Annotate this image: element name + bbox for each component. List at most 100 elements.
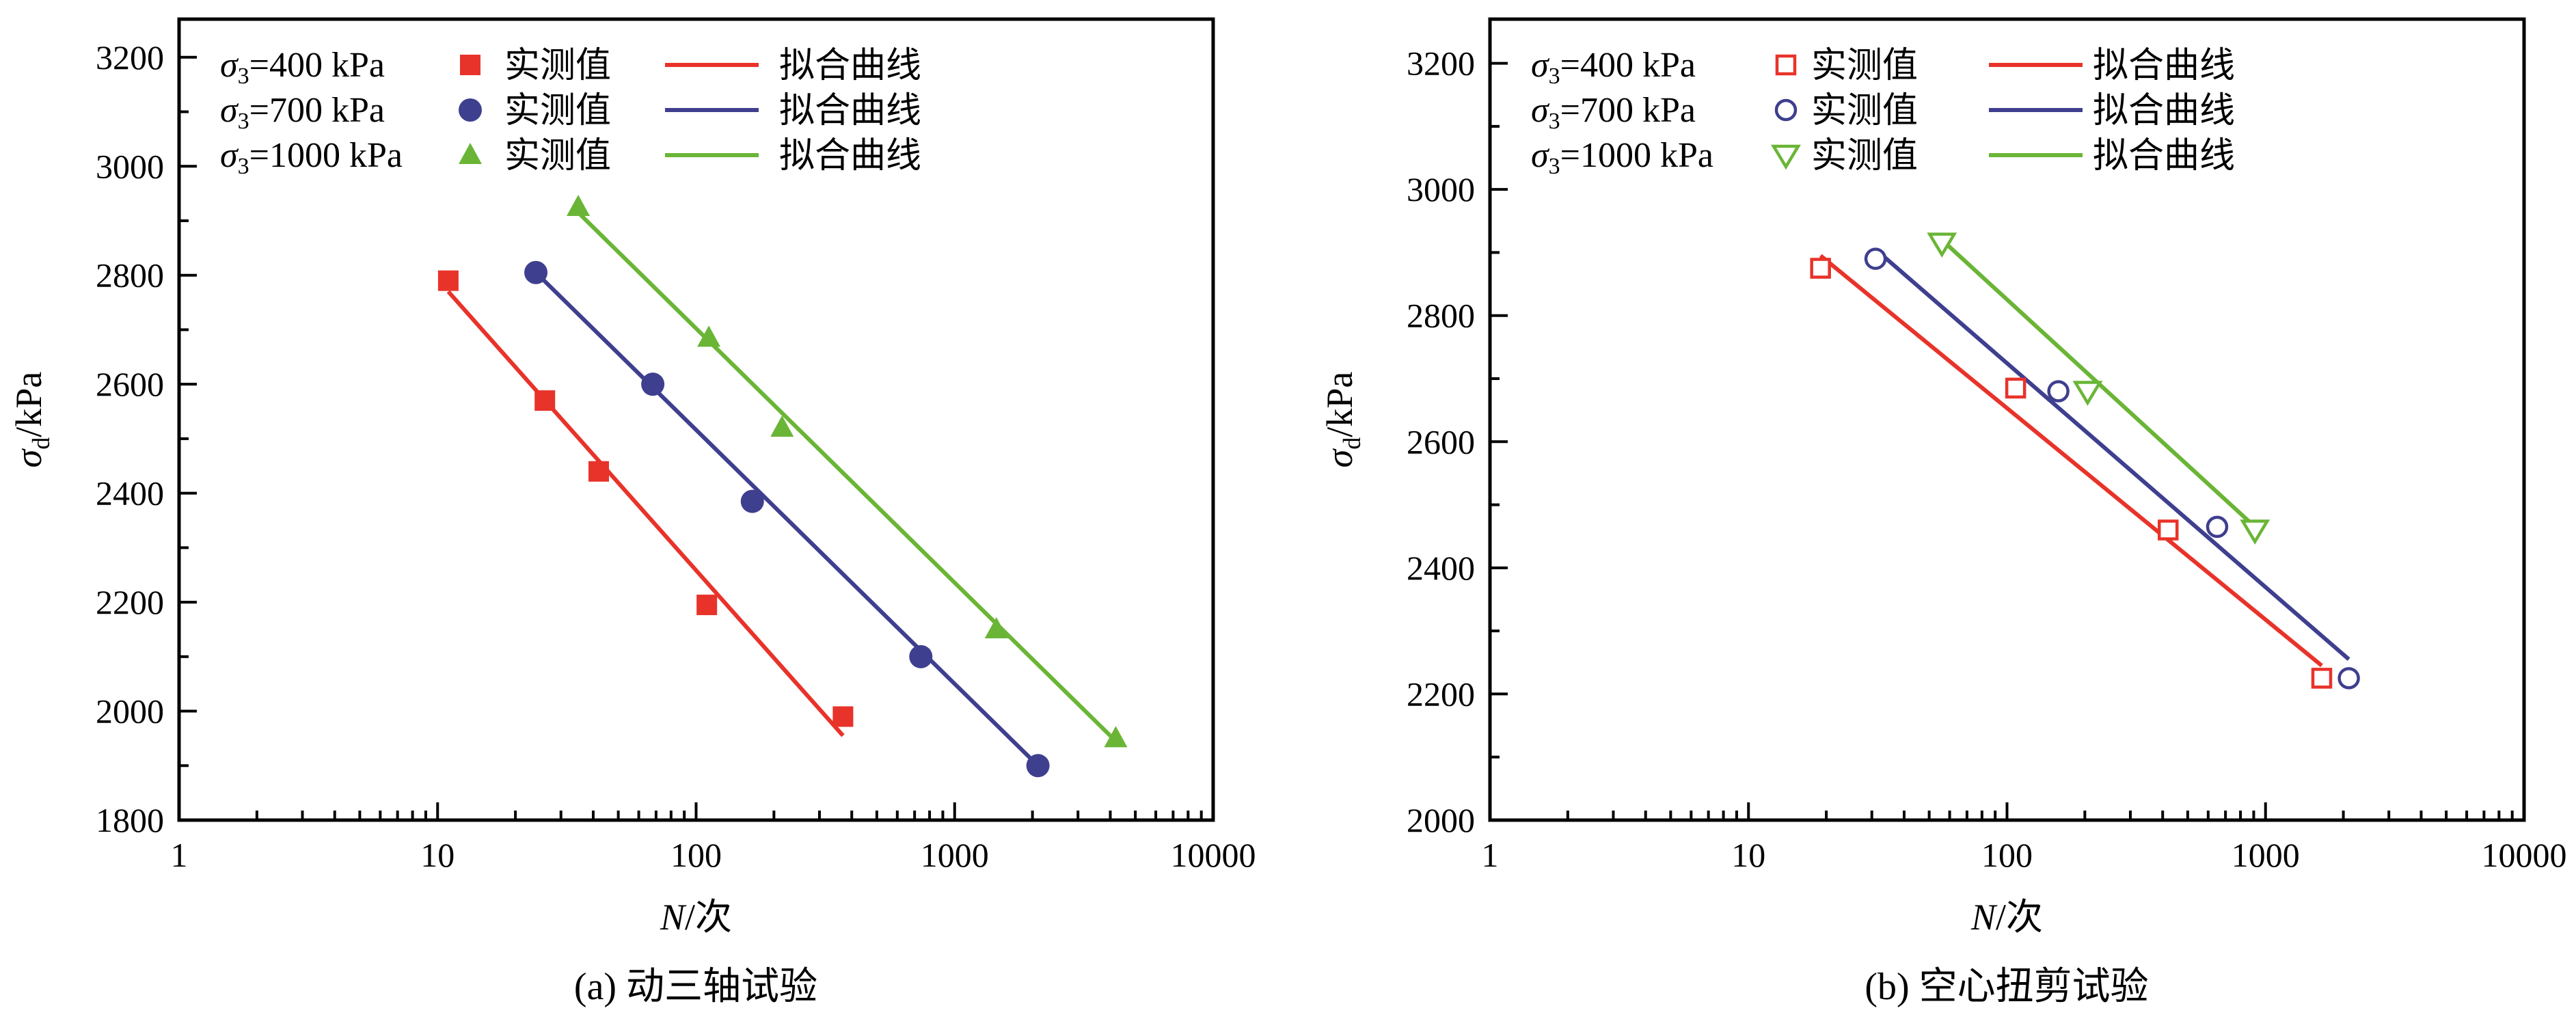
fit-line-series-1 <box>1819 254 2323 668</box>
legend-condition: σ3=700 kPa <box>1531 91 1696 134</box>
legend-condition-symbol: σ <box>220 91 239 130</box>
data-point-series-1 <box>832 706 854 727</box>
legend-condition-value: =400 kPa <box>249 46 385 85</box>
legend-marker <box>1774 98 1798 122</box>
legend-condition-subscript: 3 <box>1549 64 1560 89</box>
legend-measured-label: 实测值 <box>1811 92 1918 131</box>
y-tick-label: 3000 <box>1407 170 1475 208</box>
y-tick-label: 3200 <box>1407 44 1475 83</box>
legend-condition-symbol: σ <box>1531 91 1550 130</box>
chart-panel-1: 1 10 100 1000 10000 1800 2000 2200 2400 2600 2800 3… <box>8 17 1256 1008</box>
data-point-series-3 <box>1104 726 1128 748</box>
legend-fit-label: 拟合曲线 <box>2093 46 2235 85</box>
legend-condition-subscript: 3 <box>238 64 249 89</box>
y-tick-label: 2800 <box>1407 297 1475 335</box>
legend-fit-label: 拟合曲线 <box>779 137 921 176</box>
y-tick-label: 2800 <box>96 256 164 295</box>
data-point-series-1 <box>696 595 718 616</box>
data-point-series-2 <box>1864 247 1887 270</box>
legend-condition-value: =700 kPa <box>1560 91 1696 130</box>
data-point-series-3 <box>984 616 1008 638</box>
legend-condition-symbol: σ <box>1531 136 1550 175</box>
x-tick-label: 10 <box>1731 836 1765 874</box>
legend-measured-label: 实测值 <box>504 92 611 131</box>
data-point-series-2 <box>1026 754 1050 778</box>
legend-fit-label: 拟合曲线 <box>779 46 921 85</box>
fit-line-series-2 <box>534 271 1040 767</box>
legend-marker <box>459 143 482 164</box>
data-point-series-3 <box>697 325 721 347</box>
data-point-series-1 <box>2311 668 2333 689</box>
x-axis-unit: /次 <box>1996 897 2043 938</box>
y-tick-label: 2200 <box>1407 675 1475 713</box>
legend-marker <box>1775 54 1797 76</box>
y-tick-label: 3000 <box>96 147 164 185</box>
legend-condition-value: =700 kPa <box>249 91 385 130</box>
x-tick-label: 1000 <box>921 836 989 874</box>
legend-fit-label: 拟合曲线 <box>779 92 921 131</box>
data-point-series-2 <box>641 372 665 396</box>
legend-condition-subscript: 3 <box>238 109 249 134</box>
panel-caption: (a) 动三轴试验 <box>574 966 817 1008</box>
y-tick-label: 2200 <box>96 583 164 621</box>
data-point-series-3 <box>1927 232 1957 258</box>
data-point-series-1 <box>588 461 609 482</box>
x-tick-label: 1 <box>171 836 188 874</box>
y-tick-label: 2600 <box>96 365 164 403</box>
panel-caption: (b) 空心扭剪试验 <box>1865 966 2148 1008</box>
legend-condition-subscript: 3 <box>238 154 249 179</box>
x-tick-label: 10 <box>420 836 455 874</box>
data-point-series-2 <box>2337 667 2360 690</box>
legend-measured-label: 实测值 <box>504 137 611 176</box>
y-axis-subscript: d <box>1338 437 1366 450</box>
legend-condition-value: =400 kPa <box>1560 46 1696 85</box>
y-tick-label: 3200 <box>96 38 164 77</box>
legend-condition-value: =1000 kPa <box>249 136 403 175</box>
data-point-series-3 <box>770 415 794 437</box>
legend-condition-symbol: σ <box>220 136 239 175</box>
data-point-series-3 <box>2072 381 2103 406</box>
legend-measured-label: 实测值 <box>1811 137 1918 176</box>
legend-measured-label: 实测值 <box>1811 46 1918 85</box>
data-point-series-3 <box>567 195 591 217</box>
legend-condition-symbol: σ <box>220 46 239 85</box>
data-point-series-2 <box>524 260 548 284</box>
y-tick-label: 2400 <box>96 474 164 513</box>
y-tick-label: 1800 <box>96 801 164 839</box>
fit-line-series-2 <box>1874 247 2350 661</box>
y-axis-symbol: σ <box>8 448 49 467</box>
data-point-series-2 <box>2206 515 2229 539</box>
legend-condition: σ3=1000 kPa <box>220 136 403 179</box>
y-tick-label: 2600 <box>1407 422 1475 461</box>
x-axis-title: N/次 <box>660 897 732 938</box>
legend-fit-label: 拟合曲线 <box>2093 137 2235 176</box>
y-tick-label: 2000 <box>96 692 164 731</box>
x-tick-label: 1000 <box>2232 836 2300 874</box>
legend-fit-label: 拟合曲线 <box>2093 92 2235 131</box>
y-axis-title: σd/kPa <box>8 372 55 468</box>
legend-marker <box>460 55 480 75</box>
x-tick-label: 100 <box>1981 836 2033 874</box>
y-axis-title: σd/kPa <box>1319 372 1366 468</box>
legend-condition: σ3=700 kPa <box>220 91 385 134</box>
legend-condition-value: =1000 kPa <box>1560 136 1713 175</box>
data-point-series-1 <box>437 270 459 291</box>
y-axis-symbol: σ <box>1319 448 1360 467</box>
data-point-series-1 <box>1810 258 1831 279</box>
legend-condition: σ3=400 kPa <box>1531 46 1696 89</box>
fit-line-series-1 <box>446 290 845 737</box>
legend-condition: σ3=400 kPa <box>220 46 385 89</box>
data-point-series-2 <box>2047 380 2070 403</box>
x-tick-label: 100 <box>670 836 722 874</box>
chart-panel-2: 1 10 100 1000 10000 2000 2200 2400 2600 2800 3000 3… <box>1319 17 2567 1008</box>
data-point-series-2 <box>909 644 933 668</box>
legend-measured-label: 实测值 <box>504 46 611 85</box>
x-axis-unit: /次 <box>685 897 732 938</box>
x-tick-label: 10000 <box>1171 836 1256 874</box>
legend-condition-subscript: 3 <box>1549 109 1560 134</box>
data-point-series-1 <box>2005 377 2026 399</box>
y-axis-unit: /kPa <box>8 372 49 437</box>
y-tick-label: 2000 <box>1407 801 1475 839</box>
